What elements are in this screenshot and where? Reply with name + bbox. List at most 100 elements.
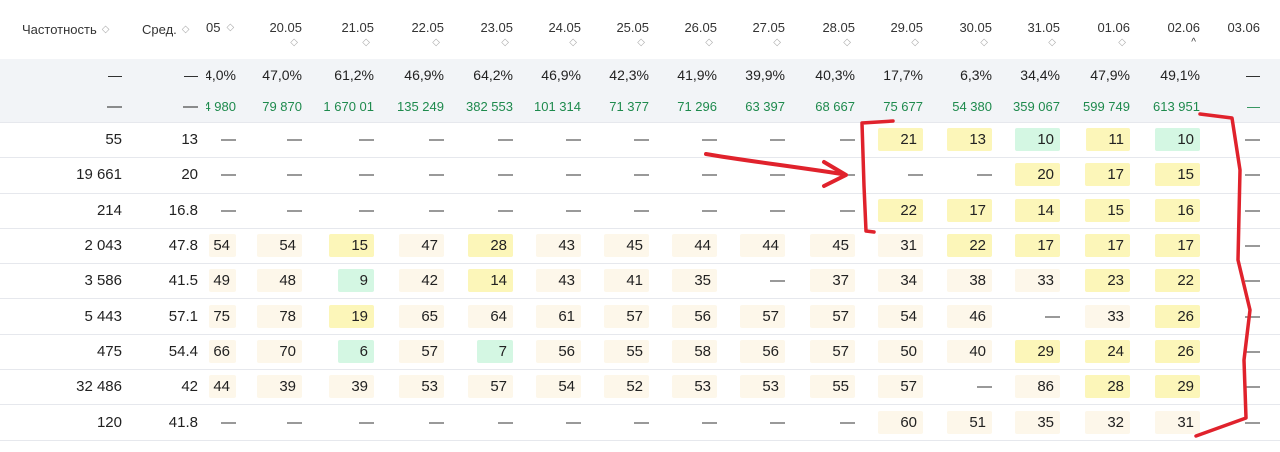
column-header-date[interactable]: 31.05 ◇ — [1000, 0, 1068, 59]
position-value: 50 — [878, 339, 923, 363]
column-header-date[interactable]: 29.05 ◇ — [863, 0, 931, 59]
column-header-date[interactable]: 05 ◇ — [206, 0, 244, 59]
column-header-date[interactable]: 01.06 ◇ — [1068, 0, 1138, 59]
position-value: 21 — [878, 128, 923, 152]
position-value: 49 — [209, 269, 236, 293]
average-position: 20 — [181, 166, 198, 184]
position-value: 28 — [1085, 375, 1130, 399]
sort-icon[interactable]: ◇ — [501, 37, 509, 48]
summary-frequency: — — [108, 66, 122, 83]
sort-ascending-icon[interactable]: ^ — [1191, 37, 1196, 48]
date-label: 24.05 — [548, 20, 581, 35]
sort-icon[interactable]: ◇ — [226, 22, 235, 33]
position-value: — — [287, 131, 302, 149]
sort-icon[interactable]: ◇ — [362, 37, 370, 48]
column-header-date[interactable]: 03.06 — [1208, 0, 1268, 59]
position-value: 57 — [740, 304, 785, 328]
summary-value: 75 677 — [883, 98, 923, 114]
position-value: 17 — [1015, 234, 1060, 258]
column-header-frequency[interactable]: Частотность ◇ — [0, 0, 130, 59]
position-value: 28 — [468, 234, 513, 258]
position-cell: 22 — [1138, 263, 1208, 298]
column-header-date[interactable]: 28.05 ◇ — [793, 0, 863, 59]
position-value: — — [1045, 307, 1060, 325]
column-header-date[interactable]: 22.05 ◇ — [382, 0, 452, 59]
position-value: 65 — [399, 304, 444, 328]
column-header-date[interactable]: 26.05 ◇ — [657, 0, 725, 59]
position-cell: 60 — [863, 404, 931, 439]
position-cell: — — [793, 404, 863, 439]
average-position: 16.8 — [168, 201, 198, 219]
summary-value: 61,2% — [334, 66, 374, 83]
position-value: 48 — [257, 269, 302, 293]
position-value: — — [840, 413, 855, 431]
position-value: 39 — [257, 375, 302, 399]
position-cell: 55 — [589, 334, 657, 369]
position-value: 11 — [1086, 128, 1130, 152]
sort-icon[interactable]: ◇ — [773, 37, 781, 48]
position-value: 44 — [209, 375, 236, 399]
position-cell: — — [931, 157, 1000, 192]
sort-icon[interactable]: ◇ — [432, 37, 440, 48]
position-cell: 64 — [452, 299, 521, 334]
column-header-date[interactable]: 27.05 ◇ — [725, 0, 793, 59]
frequency-value: 32 486 — [76, 378, 122, 396]
position-cell: — — [452, 157, 521, 192]
position-cell: 65 — [382, 299, 452, 334]
column-header-date[interactable]: 25.05 ◇ — [589, 0, 657, 59]
position-cell: 7 — [452, 334, 521, 369]
sort-icon[interactable]: ◇ — [980, 37, 988, 48]
position-cell: 9 — [310, 263, 382, 298]
position-value: — — [498, 413, 513, 431]
column-header-date[interactable]: 23.05 ◇ — [452, 0, 521, 59]
position-value: 34 — [878, 269, 923, 293]
position-cell: — — [244, 122, 310, 157]
position-value: — — [770, 413, 785, 431]
position-value: — — [634, 166, 649, 184]
sort-icon[interactable]: ◇ — [705, 37, 713, 48]
column-header-date[interactable]: 30.05 ◇ — [931, 0, 1000, 59]
summary-traffic-row: — — 4 980 79 870 1 670 01 135 249 382 553 101 3… — [0, 90, 1280, 123]
position-value: 19 — [329, 304, 374, 328]
summary-value: 42,3% — [609, 66, 649, 83]
position-cell: — — [521, 404, 589, 439]
position-cell: 44 — [725, 228, 793, 263]
position-value: 56 — [740, 339, 785, 363]
summary-value: 79 870 — [262, 98, 302, 114]
position-cell: 35 — [1000, 404, 1068, 439]
column-header-date[interactable]: 02.06 ^ — [1138, 0, 1208, 59]
position-cell: — — [310, 157, 382, 192]
summary-value: 599 749 — [1083, 98, 1130, 114]
summary-value: 4,0% — [206, 66, 236, 83]
position-value: — — [287, 413, 302, 431]
position-cell: 21 — [863, 122, 931, 157]
position-value: 10 — [1155, 128, 1200, 152]
date-label: 05 — [206, 20, 221, 35]
table-row: 475 54.4 66 70 6 57 7 56 55 58 56 57 50 40 29 24 26 — — [0, 334, 1280, 371]
sort-icon[interactable]: ◇ — [637, 37, 645, 48]
column-header-date[interactable]: 21.05 ◇ — [310, 0, 382, 59]
date-label: 21.05 — [341, 20, 374, 35]
sort-icon[interactable]: ◇ — [1048, 37, 1056, 48]
position-cell: 31 — [863, 228, 931, 263]
position-value: 44 — [672, 234, 717, 258]
column-header-date[interactable]: 20.05 ◇ — [244, 0, 310, 59]
summary-value: — — [1246, 66, 1260, 83]
position-cell: 43 — [521, 263, 589, 298]
table-row: 2 043 47.8 54 54 15 47 28 43 45 44 44 45 31 22 17 17 17 — — [0, 228, 1280, 265]
sort-icon[interactable]: ◇ — [569, 37, 577, 48]
position-value: — — [221, 166, 236, 184]
position-cell: — — [1208, 228, 1268, 263]
table-row: 120 41.8 — — — — — — — — — — 60 51 35 32 31 — — [0, 404, 1280, 441]
sort-icon[interactable]: ◇ — [843, 37, 851, 48]
position-value: — — [566, 201, 581, 219]
date-label: 25.05 — [616, 20, 649, 35]
sort-icon[interactable]: ◇ — [1118, 37, 1126, 48]
sort-icon[interactable]: ◇ — [181, 24, 190, 35]
sort-icon[interactable]: ◇ — [101, 24, 110, 35]
sort-icon[interactable]: ◇ — [911, 37, 919, 48]
position-cell: 57 — [725, 299, 793, 334]
sort-icon[interactable]: ◇ — [290, 37, 298, 48]
column-header-average[interactable]: Сред. ◇ — [130, 0, 206, 59]
column-header-date[interactable]: 24.05 ◇ — [521, 0, 589, 59]
